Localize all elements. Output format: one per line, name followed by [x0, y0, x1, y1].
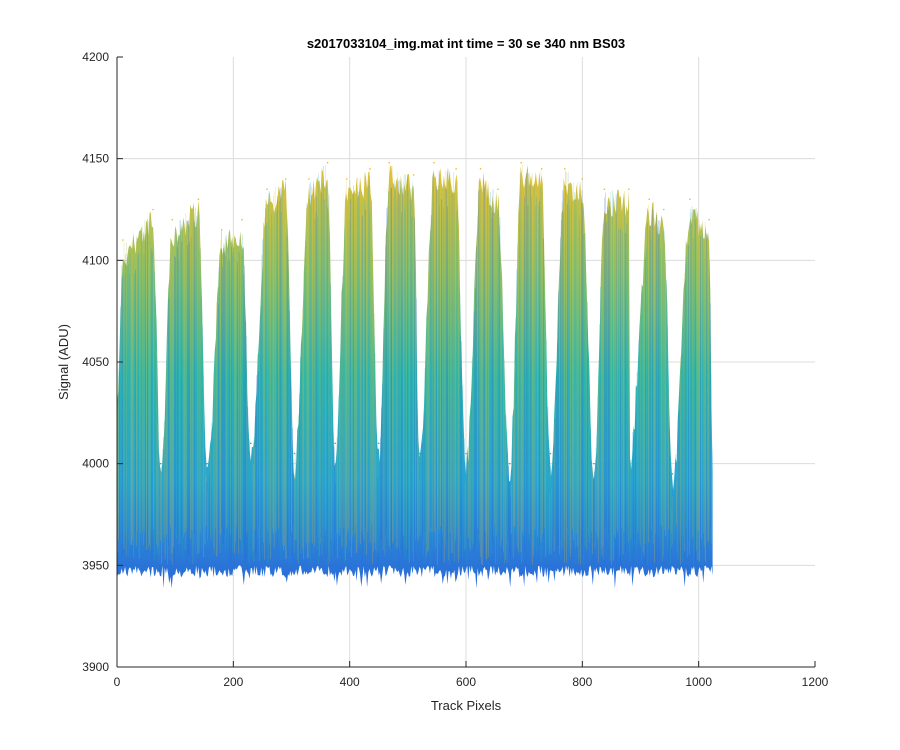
peak-point — [628, 188, 630, 190]
peak-point — [220, 229, 223, 231]
peak-point — [497, 188, 499, 190]
peak-markers — [122, 161, 710, 475]
y-tick-label: 3900 — [82, 660, 109, 674]
x-tick-label: 200 — [223, 675, 243, 689]
peak-point — [369, 168, 371, 170]
peak-point — [388, 161, 391, 164]
peak-point — [455, 168, 457, 170]
x-tick-label: 1200 — [802, 675, 829, 689]
dip-point — [334, 442, 336, 445]
x-tick-label: 600 — [456, 675, 476, 689]
peak-point — [479, 168, 482, 170]
x-tick-label: 1000 — [685, 675, 712, 689]
peak-point — [152, 208, 154, 211]
chart-title: s2017033104_img.mat int time = 30 se 340… — [307, 36, 625, 51]
dip-point — [377, 442, 380, 445]
peak-point — [326, 161, 329, 164]
peak-point — [412, 174, 415, 176]
peak-point — [433, 161, 435, 164]
peak-point — [581, 178, 584, 180]
dip-point — [671, 473, 674, 475]
peak-point — [122, 239, 124, 241]
peak-point — [241, 218, 243, 221]
dip-point — [628, 452, 630, 455]
dip-point — [206, 462, 208, 465]
peak-point — [171, 218, 174, 221]
y-tick-label: 4150 — [82, 152, 109, 166]
dip-point — [508, 462, 511, 465]
x-axis-ticks: 0 200 400 600 800 1000 1200 — [114, 661, 829, 689]
y-axis-ticks: 3900 3950 4000 4050 4100 4150 4200 — [82, 50, 123, 674]
y-tick-label: 3950 — [82, 558, 109, 572]
data-layer — [117, 161, 713, 589]
dip-point — [418, 452, 421, 455]
peak-point — [708, 218, 710, 221]
peak-point — [648, 198, 651, 201]
peak-point — [284, 178, 287, 180]
peak-point — [564, 168, 566, 170]
y-tick-label: 4050 — [82, 355, 109, 369]
y-tick-label: 4000 — [82, 457, 109, 471]
peak-point — [603, 188, 606, 190]
x-tick-label: 400 — [340, 675, 360, 689]
dip-point — [293, 452, 296, 455]
peak-point — [345, 178, 348, 180]
y-tick-label: 4100 — [82, 253, 109, 267]
signal-noise-traces — [117, 163, 713, 566]
peak-point — [662, 208, 665, 211]
peak-point — [197, 198, 200, 201]
dip-point — [249, 442, 252, 445]
dip-point — [549, 452, 552, 455]
dip-point — [159, 462, 162, 465]
y-tick-label: 4200 — [82, 50, 109, 64]
dip-point — [465, 452, 467, 455]
x-tick-label: 0 — [114, 675, 121, 689]
peak-point — [308, 178, 310, 180]
y-axis-label: Signal (ADU) — [56, 324, 71, 400]
x-axis-label: Track Pixels — [431, 698, 502, 713]
x-tick-label: 800 — [572, 675, 592, 689]
peak-point — [689, 198, 691, 201]
peak-point — [520, 161, 523, 164]
dip-point — [593, 462, 595, 465]
peak-point — [540, 168, 543, 170]
peak-point — [266, 188, 268, 190]
